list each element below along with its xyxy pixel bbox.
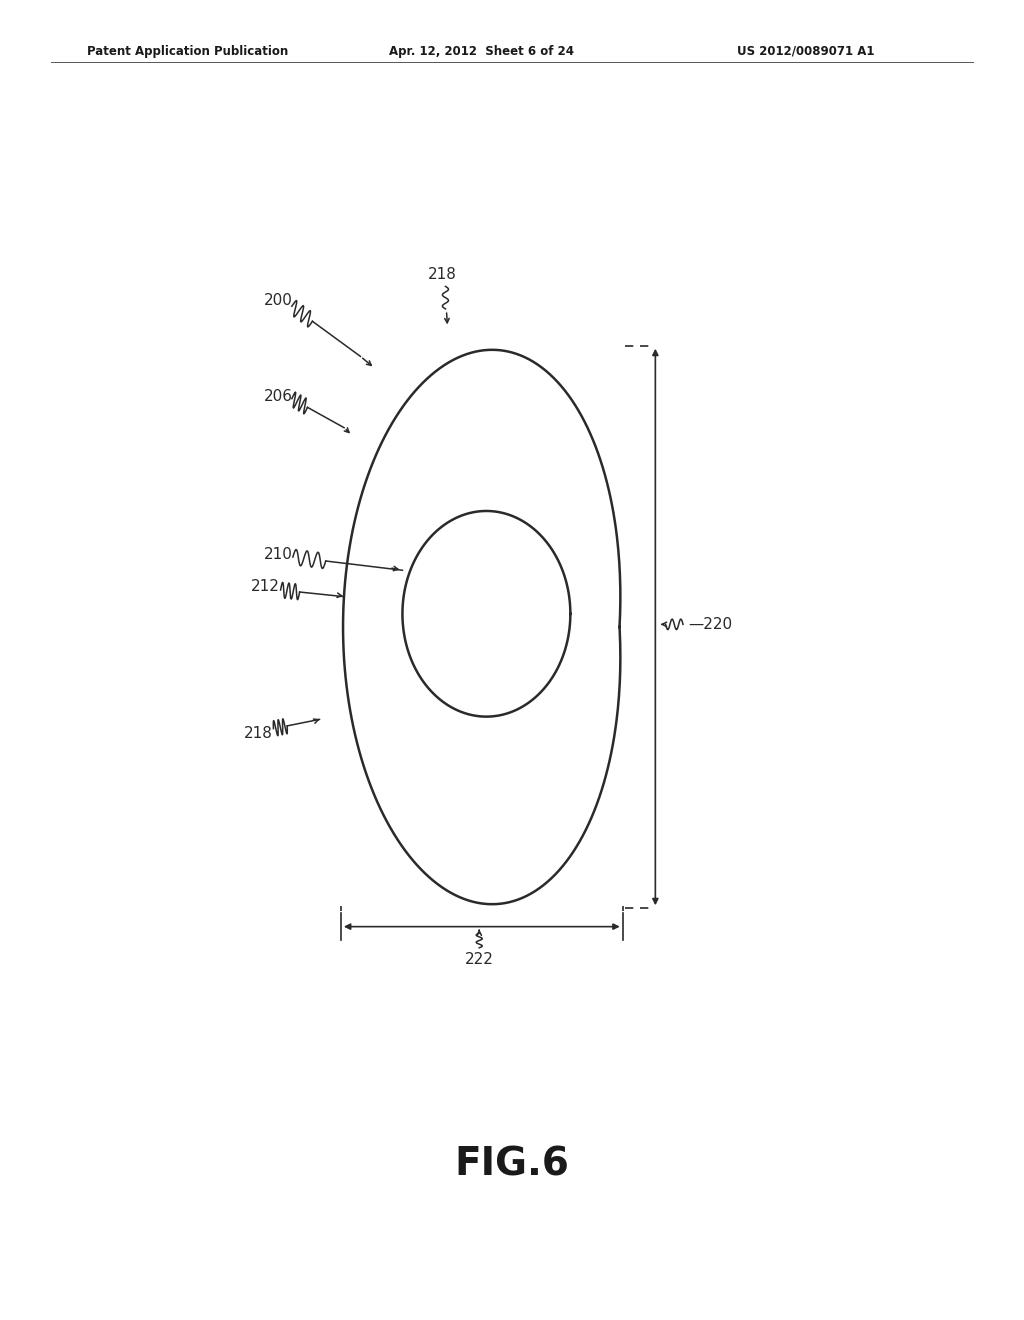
Text: FIG.6: FIG.6 [455, 1146, 569, 1183]
Text: 218: 218 [244, 726, 272, 742]
Text: 200: 200 [264, 293, 293, 309]
Text: 222: 222 [465, 952, 494, 966]
Text: US 2012/0089071 A1: US 2012/0089071 A1 [737, 45, 874, 58]
Text: 218: 218 [428, 268, 457, 282]
Text: Apr. 12, 2012  Sheet 6 of 24: Apr. 12, 2012 Sheet 6 of 24 [389, 45, 574, 58]
Text: Patent Application Publication: Patent Application Publication [87, 45, 289, 58]
Text: 212: 212 [251, 578, 280, 594]
Text: —220: —220 [688, 616, 732, 632]
Text: 210: 210 [264, 546, 293, 562]
Text: 206: 206 [264, 388, 293, 404]
